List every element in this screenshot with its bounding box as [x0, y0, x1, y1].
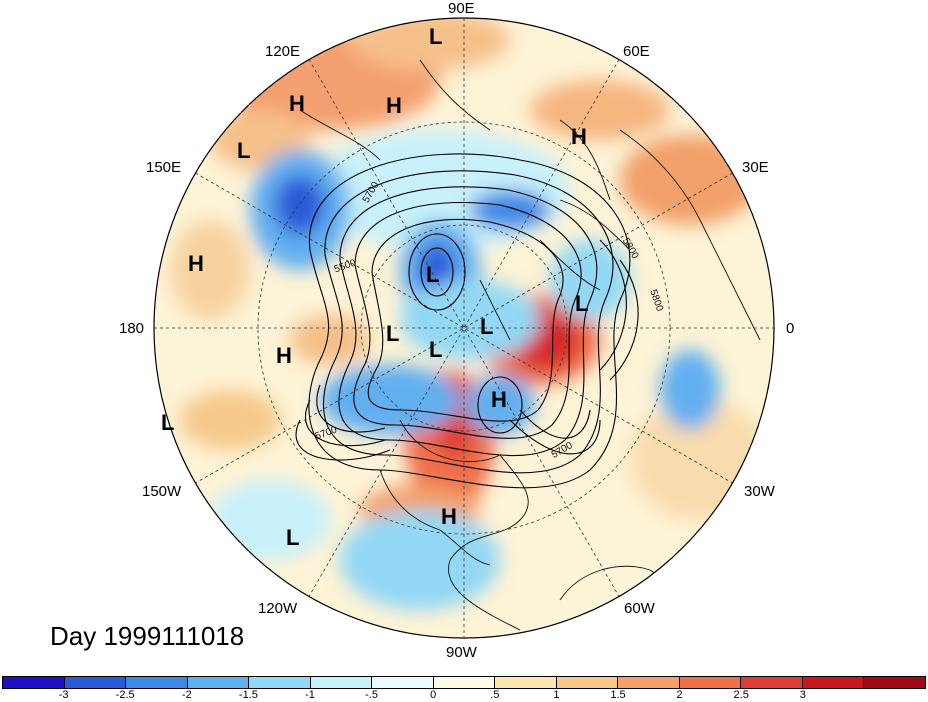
- colorbar-box: [433, 677, 496, 688]
- colorbar-box: [126, 677, 188, 688]
- lon-label-180: 180: [119, 320, 145, 337]
- low-center: L: [429, 24, 443, 49]
- graticule: [154, 18, 774, 638]
- colorbar-box: [310, 677, 373, 688]
- colorbar-tick-label: -3: [58, 689, 69, 701]
- colorbar-box: [3, 677, 65, 688]
- lon-label-150e: 150E: [146, 159, 182, 176]
- high-center: H: [276, 343, 292, 368]
- colorbar-tick-label: .5: [490, 689, 500, 701]
- high-center: H: [491, 387, 507, 412]
- colorbar-tick-label: -2: [181, 689, 192, 701]
- height-contours: [295, 153, 639, 489]
- lon-label-120w: 120W: [258, 600, 298, 617]
- colorbar-tick-label: -1.5: [238, 689, 258, 701]
- colorbar-tick-label: 2.5: [733, 689, 749, 701]
- colorbar-tick-label: 3: [799, 689, 806, 701]
- colorbar-box: [495, 677, 557, 688]
- lon-label-90e: 90E: [448, 0, 475, 17]
- high-center: H: [571, 124, 587, 149]
- lon-label-30w: 30W: [744, 483, 775, 500]
- low-center: L: [426, 262, 440, 287]
- high-center: H: [441, 504, 457, 529]
- lon-label-150w: 150W: [142, 483, 182, 500]
- colorbar-tick-label: 2: [676, 689, 683, 701]
- low-center: L: [286, 525, 300, 550]
- map-boundary: [153, 17, 775, 639]
- colorbar-box: [741, 677, 803, 688]
- lon-label-0: 0: [786, 320, 795, 337]
- colorbar-box: [618, 677, 680, 688]
- lon-label-60w: 60W: [624, 600, 655, 617]
- date-title: Day 1999111018: [50, 621, 245, 651]
- colorbar-box: [864, 677, 925, 688]
- low-center: L: [575, 291, 589, 316]
- colorbar: [2, 676, 926, 689]
- coastlines: [299, 59, 761, 631]
- colorbar-tick-label: -1: [305, 689, 315, 701]
- low-center: L: [480, 314, 494, 339]
- colorbar-box: [372, 677, 434, 688]
- colorbar-tick-label: 1.5: [610, 689, 626, 701]
- polar-map: [153, 17, 775, 639]
- colorbar-box: [187, 677, 250, 688]
- high-center: H: [289, 91, 305, 116]
- colorbar-box: [249, 677, 311, 688]
- colorbar-box: [802, 677, 865, 688]
- low-center: L: [386, 321, 400, 346]
- lon-label-120e: 120E: [265, 43, 301, 60]
- high-center: H: [188, 251, 204, 276]
- high-center: H: [386, 93, 402, 118]
- low-center: L: [237, 138, 251, 163]
- colorbar-box: [556, 677, 619, 688]
- colorbar-box: [679, 677, 742, 688]
- colorbar-tick-label: -.5: [365, 689, 379, 701]
- colorbar-tick-label: 0: [430, 689, 437, 701]
- colorbar-tick-label: 1: [553, 689, 560, 701]
- lon-label-60e: 60E: [623, 43, 650, 60]
- lon-label-30e: 30E: [742, 159, 769, 176]
- colorbar-box: [64, 677, 127, 688]
- lon-label-90w: 90W: [446, 644, 477, 661]
- low-center: L: [161, 410, 175, 435]
- colorbar-tick-label: -2.5: [115, 689, 135, 701]
- low-center: L: [429, 337, 443, 362]
